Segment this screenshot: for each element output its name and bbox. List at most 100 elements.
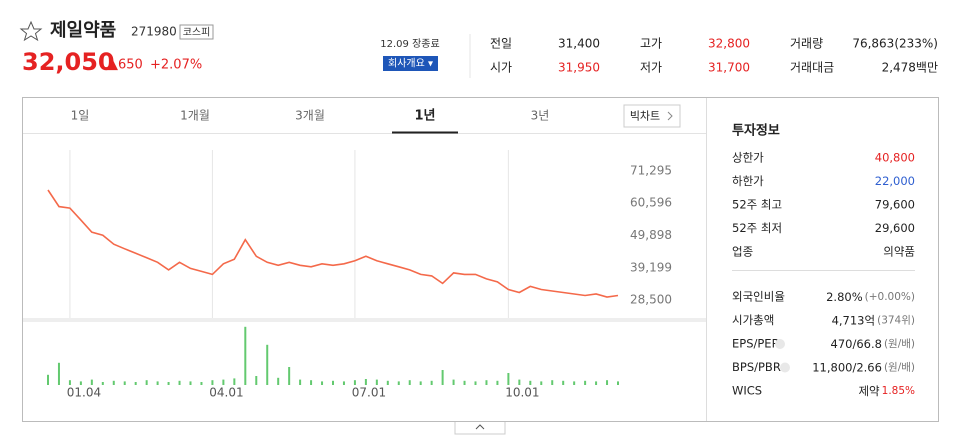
volume-bar [189, 381, 192, 385]
stock-code: 271980 [131, 25, 177, 39]
value: 470/66.8 [831, 337, 882, 351]
info-value: 제약 1.85% [858, 384, 915, 398]
volume-bar [342, 381, 345, 385]
info-value: 4,713억 (374위) [832, 313, 915, 327]
volume-bar [101, 382, 104, 385]
volume-bar [255, 376, 258, 385]
unit: (+0.00%) [865, 291, 915, 303]
volume-bar [551, 380, 554, 385]
unit: (374위) [877, 314, 915, 327]
volume-bar [584, 380, 587, 385]
summary-label: 거래대금 [790, 61, 834, 75]
volume-bar [397, 381, 400, 385]
unit: (원/배) [884, 362, 915, 374]
summary-label: 거래량 [790, 37, 823, 51]
invest-title: 투자정보 [732, 123, 780, 139]
volume-bar [485, 380, 488, 385]
volume-bar [474, 381, 477, 385]
volume-bar [277, 377, 280, 385]
volume-bar [47, 374, 49, 385]
volume-bar [288, 367, 291, 385]
volume-bar [178, 380, 181, 385]
info-value: 의약품 [883, 245, 915, 259]
summary-value: 76,863(233%) [852, 37, 938, 51]
info-label: 하한가 [732, 174, 764, 188]
volume-bar [353, 380, 356, 385]
change-rate: +2.07% [150, 58, 202, 73]
period-tab[interactable]: 3년 [531, 109, 550, 123]
period-tab[interactable]: 1개월 [180, 109, 210, 123]
help-icon[interactable] [775, 339, 785, 349]
favorite-star[interactable] [19, 20, 43, 42]
volume-bar [123, 381, 126, 385]
volume-bar [419, 381, 422, 385]
y-tick-label: 28,500 [630, 293, 672, 307]
y-tick-label: 60,596 [630, 196, 672, 210]
market: 코스피 [183, 27, 211, 39]
volume-bar [310, 380, 313, 385]
info-label: EPS/PER [732, 337, 780, 351]
volume-bar [408, 380, 411, 385]
info-value: 11,800/2.66 (원/배) [812, 360, 915, 374]
info-label: 외국인비율 [732, 290, 785, 304]
info-label: BPS/PBR [732, 360, 781, 374]
volume-bar [233, 378, 236, 385]
info-label: 52주 최저 [732, 221, 782, 235]
info-label: WICS [732, 384, 762, 398]
volume-bar [321, 381, 324, 385]
unit: 1.85% [882, 385, 915, 397]
summary-value: 2,478백만 [882, 61, 938, 75]
summary-value: 31,950 [558, 61, 600, 75]
volume-bar [386, 380, 389, 385]
stock-name: 제일약품 [50, 19, 116, 41]
big-chart-button[interactable] [623, 104, 681, 128]
info-value: 79,600 [875, 198, 915, 212]
period-tab[interactable]: 3개월 [295, 109, 325, 123]
info-value: 22,000 [875, 174, 915, 188]
period-tab[interactable]: 1일 [71, 109, 90, 123]
summary-label: 전일 [490, 37, 512, 51]
summary-value: 31,700 [708, 61, 750, 75]
value: 11,800/2.66 [812, 360, 882, 374]
company-button-label[interactable]: 회사개요 ▾ [388, 58, 433, 70]
help-icon[interactable] [780, 362, 790, 373]
chart-box [22, 97, 939, 422]
info-label: 52주 최고 [732, 198, 782, 212]
company-button[interactable] [383, 56, 438, 71]
volume-bar [573, 381, 576, 385]
info-value: 40,800 [875, 151, 915, 165]
volume-bar [200, 382, 203, 385]
volume-bar [266, 344, 269, 385]
value: 4,713억 [832, 313, 876, 327]
market-status: 12.09 장종료 [380, 38, 439, 50]
volume-bar [134, 382, 137, 385]
price-line [47, 189, 619, 298]
price: 32,050 [22, 48, 115, 76]
x-tick-label: 10.01 [505, 386, 539, 400]
collapse-tab[interactable] [454, 422, 506, 435]
x-tick-label: 01.04 [67, 386, 101, 400]
volume-bar [606, 380, 609, 385]
info-label: 상한가 [732, 151, 764, 165]
chevron [667, 111, 673, 121]
summary-label: 고가 [640, 37, 662, 51]
volume-bar [441, 370, 444, 385]
y-tick-label: 39,199 [630, 260, 672, 274]
volume-bar [90, 379, 93, 385]
info-value: 2.80% (+0.00%) [826, 290, 915, 304]
y-tick-label: 71,295 [630, 163, 672, 177]
volume-bar [562, 380, 565, 385]
volume-bar [529, 380, 532, 385]
volume-bar [364, 379, 367, 385]
summary-value: 31,400 [558, 37, 600, 51]
volume-bar [244, 326, 247, 385]
big-chart-label[interactable]: 빅차트 [630, 110, 660, 123]
value: 제약 [858, 384, 880, 398]
y-tick-label: 49,898 [630, 228, 672, 242]
collapse-caret[interactable] [475, 424, 485, 430]
period-tab[interactable]: 1년 [414, 109, 435, 124]
x-tick-label: 07.01 [352, 386, 386, 400]
volume-bar [299, 379, 302, 385]
summary-value: 32,800 [708, 37, 750, 51]
